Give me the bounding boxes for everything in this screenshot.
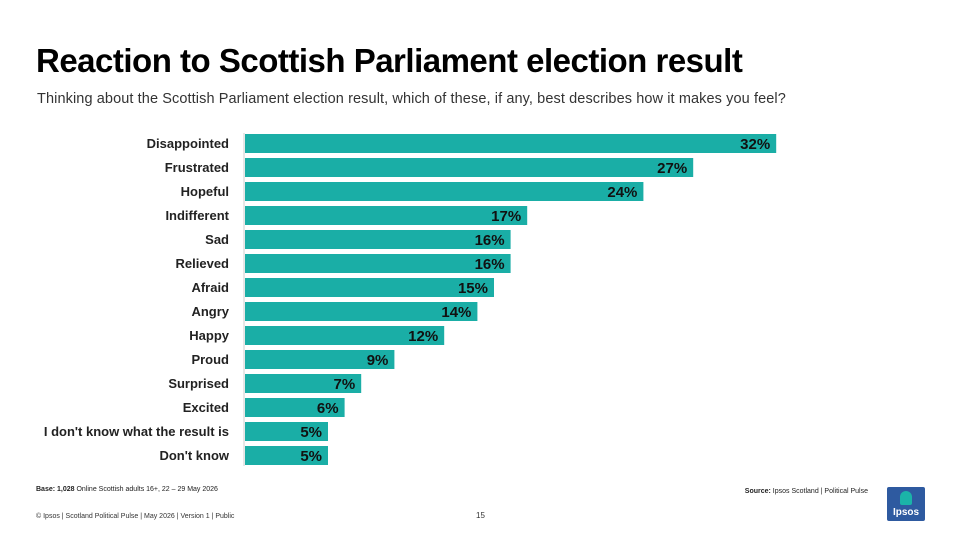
base-text: Online Scottish adults 16+, 22 – 29 May … — [76, 486, 218, 493]
category-label: Angry — [191, 304, 229, 319]
bar — [245, 230, 511, 249]
category-label: Relieved — [176, 256, 230, 271]
category-label: Don't know — [159, 448, 229, 463]
base-note: Base: 1,028 Online Scottish adults 16+, … — [36, 486, 218, 493]
base-label: Base: 1,028 — [36, 486, 75, 493]
bar — [245, 446, 328, 465]
source-note: Source: Ipsos Scotland | Political Pulse — [745, 488, 868, 495]
page-number: 15 — [476, 511, 485, 520]
data-label: 9% — [367, 352, 389, 369]
ipsos-logo: Ipsos — [887, 487, 925, 521]
category-label: Surprised — [168, 376, 229, 391]
category-label: I don't know what the result is — [44, 424, 229, 439]
data-label: 7% — [334, 376, 356, 393]
category-label: Indifferent — [165, 208, 229, 223]
category-label: Sad — [205, 232, 229, 247]
bar-chart: Disappointed 32% Frustrated 27% Hopeful 24% In… — [44, 133, 777, 466]
bar — [245, 326, 445, 345]
data-label: 15% — [458, 280, 488, 297]
bar — [245, 134, 777, 153]
bar — [245, 254, 511, 273]
data-label: 5% — [300, 448, 322, 465]
data-label: 12% — [408, 328, 438, 345]
category-label: Happy — [189, 328, 230, 343]
data-label: 16% — [475, 232, 505, 249]
data-label: 14% — [441, 304, 471, 321]
category-label: Hopeful — [181, 184, 229, 199]
category-label: Proud — [191, 352, 229, 367]
bar — [245, 398, 345, 417]
logo-swoosh-icon — [900, 491, 912, 505]
category-label: Frustrated — [165, 160, 229, 175]
source-text: Ipsos Scotland | Political Pulse — [772, 488, 868, 495]
data-label: 32% — [740, 136, 770, 153]
data-label: 27% — [657, 160, 687, 177]
category-label: Disappointed — [147, 136, 229, 151]
bar — [245, 206, 528, 225]
bar — [245, 278, 494, 297]
source-label: Source: — [744, 488, 771, 495]
data-label: 6% — [317, 400, 339, 417]
chart-title: Reaction to Scottish Parliament election… — [36, 42, 743, 79]
data-label: 5% — [300, 424, 322, 441]
bar — [245, 350, 395, 369]
data-label: 16% — [475, 256, 505, 273]
bar — [245, 182, 644, 201]
logo-text: Ipsos — [892, 507, 920, 518]
bar — [245, 302, 478, 321]
chart-subtitle: Thinking about the Scottish Parliament e… — [37, 91, 786, 107]
footer: © Ipsos | Scotland Political Pulse | May… — [36, 513, 235, 520]
bar — [245, 422, 328, 441]
bar — [245, 158, 694, 177]
bar — [245, 374, 362, 393]
category-label: Afraid — [191, 280, 229, 295]
category-label: Excited — [183, 400, 229, 415]
data-label: 24% — [607, 184, 637, 201]
data-label: 17% — [491, 208, 521, 225]
